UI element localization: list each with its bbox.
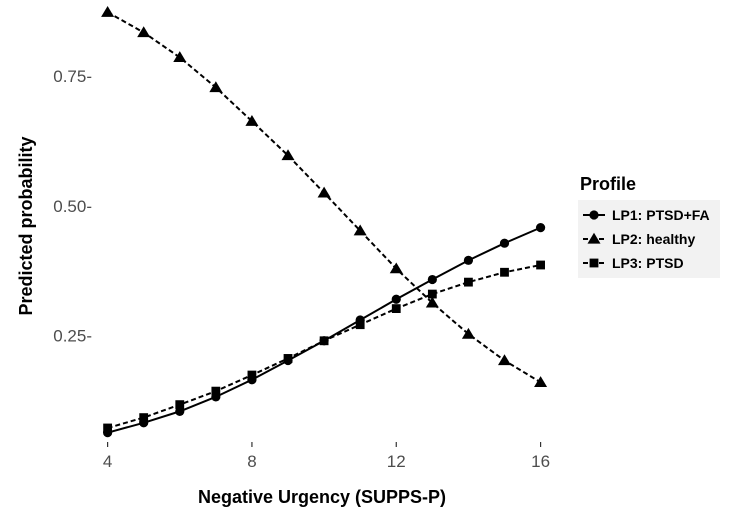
data-point: [391, 304, 401, 314]
data-point: [139, 413, 149, 423]
data-point: [175, 400, 185, 410]
legend-key-marker: [587, 232, 601, 244]
data-point: [247, 370, 257, 380]
data-point: [500, 267, 509, 277]
legend-label: LP2: healthy: [612, 231, 695, 247]
x-tick-label: 8: [247, 452, 256, 471]
data-point: [209, 81, 223, 93]
data-point: [536, 260, 545, 270]
data-point: [211, 386, 221, 396]
data-point: [281, 149, 295, 161]
data-point: [389, 262, 403, 274]
data-point: [535, 223, 546, 233]
legend-label: LP1: PTSD+FA: [612, 207, 710, 223]
data-point: [463, 255, 474, 265]
legend-label: LP3: PTSD: [612, 255, 684, 271]
data-point: [137, 26, 151, 38]
data-point: [283, 354, 293, 363]
y-tick-label: 0.25-: [53, 327, 92, 346]
data-point: [497, 354, 512, 366]
series-line: [107, 226, 541, 434]
legend: Profile LP1: PTSD+FA LP2: healthy LP3: PTS…: [578, 174, 720, 278]
legend-key-marker: [589, 210, 599, 220]
x-tick-label: 4: [103, 452, 112, 471]
data-point: [317, 186, 331, 198]
y-axis-title: Predicted probability: [16, 136, 36, 315]
data-point: [103, 423, 113, 433]
x-tick-label: 12: [387, 452, 406, 471]
data-point: [101, 6, 115, 17]
data-point: [425, 296, 439, 308]
legend-title: Profile: [580, 174, 636, 194]
data-point: [464, 277, 473, 287]
data-point: [499, 238, 510, 248]
data-point: [427, 274, 437, 285]
data-point: [173, 51, 187, 63]
series-line: [107, 264, 541, 429]
plot-area: [101, 6, 548, 438]
data-point: [355, 320, 365, 330]
legend-key-marker: [589, 258, 599, 268]
x-axis-title: Negative Urgency (SUPPS-P): [198, 487, 446, 507]
axes: 4 8 12 16 0.25- 0.50- 0.75-: [53, 67, 550, 471]
data-point: [175, 406, 185, 416]
data-point: [245, 115, 259, 126]
data-point: [427, 289, 437, 299]
y-tick-label: 0.75-: [53, 67, 92, 86]
data-point: [353, 224, 367, 236]
data-point: [391, 294, 401, 304]
x-tick-label: 16: [531, 452, 550, 471]
y-tick-label: 0.50-: [53, 197, 92, 216]
data-point: [319, 336, 329, 346]
data-point: [534, 376, 548, 387]
data-point: [461, 327, 475, 339]
